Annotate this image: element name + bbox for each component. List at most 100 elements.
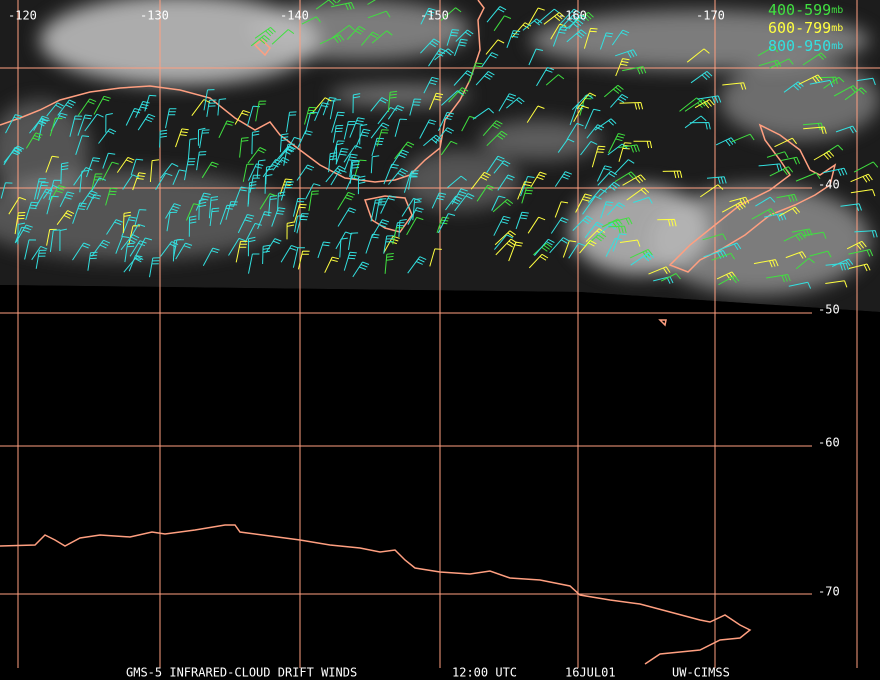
wind-barb [325,165,346,183]
wind-barb [357,175,366,195]
wind-barb [384,253,394,274]
wind-barb [60,162,69,184]
wind-barb [225,201,238,220]
wind-barb [332,140,345,161]
wind-barb [689,122,711,130]
wind-barb [29,117,49,134]
wind-barb [550,217,569,234]
wind-barb [331,2,355,11]
wind-barb [370,155,380,174]
wind-barb [160,162,179,179]
wind-barb [349,117,365,138]
wind-barb [517,181,532,200]
wind-barb [491,195,506,211]
wind-barb [694,99,715,109]
wind-barb [59,228,67,252]
wind-barb [3,145,25,163]
wind-barb [552,26,568,47]
wind-barb [73,167,93,186]
wind-barb [423,134,442,147]
wind-barb [130,158,144,176]
wind-barb [822,167,848,177]
wind-barb [297,250,310,270]
wind-barb [612,233,627,252]
wind-barb [292,198,305,217]
wind-barb [494,234,514,250]
wind-barb [715,137,736,147]
wind-barb [608,133,626,154]
wind-barb [198,198,207,221]
wind-barb [237,214,255,234]
wind-barb [783,232,806,242]
wind-barb [105,187,118,206]
wind-barb [247,147,267,164]
wind-barb [125,108,142,126]
wind-barb [795,257,815,270]
wind-barb [149,159,160,183]
wind-barb [476,184,495,202]
wind-barb [622,174,646,186]
wind-barb [101,161,119,181]
wind-barb [629,248,653,259]
wind-barb [633,140,653,149]
wind-barb [718,242,742,251]
wind-barb [591,145,606,168]
wind-barb [361,31,380,46]
lat-label: -70 [818,585,840,599]
wind-barb [521,186,534,204]
wind-barb [257,211,272,230]
wind-barb [407,207,424,225]
wind-barb [721,201,746,213]
wind-barb [566,29,587,43]
wind-barb [603,84,624,98]
wind-barb [201,161,219,179]
wind-barb [557,138,575,153]
wind-barb [536,67,555,87]
wind-barb [528,48,544,66]
lon-label: -130 [140,9,169,23]
wind-barb [274,145,295,163]
wind-barb [249,174,261,193]
wind-barb [383,163,399,185]
wind-barb [293,203,307,223]
wind-barb [630,252,655,266]
wind-barb [280,245,299,263]
wind-barb [619,102,644,110]
wind-barb [248,163,264,181]
lon-label: -170 [696,9,725,23]
wind-barb [128,225,141,246]
wind-barb [853,161,879,173]
wind-barb [588,188,607,204]
wind-barb [219,204,234,225]
wind-barb [766,151,789,159]
wind-barb [271,207,286,227]
wind-barb [135,237,153,257]
wind-barb [209,207,220,227]
wind-barb [600,201,614,219]
wind-barb [506,30,521,48]
wind-barb [493,160,511,174]
wind-barb [657,218,677,227]
wind-barb [618,142,632,162]
wind-barb [57,99,76,116]
wind-barb [431,192,447,209]
wind-barb [776,193,798,203]
wind-barb [301,16,322,25]
wind-barb [346,25,366,40]
wind-barb [305,183,321,200]
wind-barb [160,241,179,257]
wind-barb [251,130,260,155]
wind-barb [218,120,234,139]
wind-barb [763,212,787,222]
wind-barb [731,133,755,143]
wind-barb [371,30,393,44]
wind-barb [337,191,355,210]
wind-barb [208,196,219,219]
wind-barb [305,112,318,134]
wind-barb [56,210,75,225]
wind-barb [49,117,63,137]
wind-barb [283,143,295,166]
wind-barb [59,191,75,208]
wind-barb [72,202,87,224]
wind-barb [833,85,859,97]
